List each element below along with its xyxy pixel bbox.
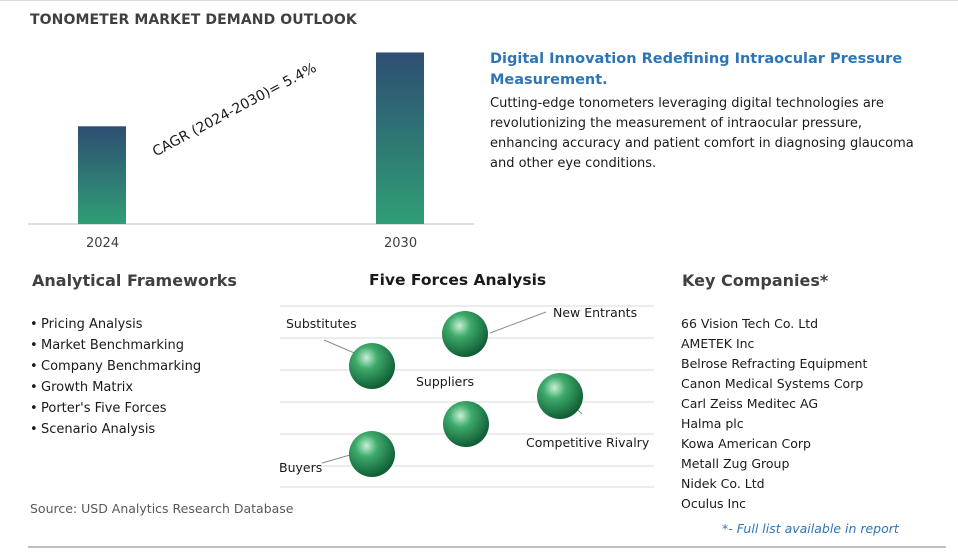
list-item: Nidek Co. Ltd xyxy=(681,476,765,491)
five-forces-diagram: Substitutes New Entrants Suppliers Compe… xyxy=(276,296,656,492)
headline: Digital Innovation Redefining Intraocula… xyxy=(490,51,903,88)
full-list-note: *- Full list available in report xyxy=(722,521,899,536)
key-companies-list: 66 Vision Tech Co. Ltd AMETEK Inc Belros… xyxy=(681,314,867,514)
bullet-icon: • xyxy=(30,422,38,437)
bullet-icon: • xyxy=(30,401,38,416)
key-companies-heading: Key Companies* xyxy=(682,271,829,290)
bullet-icon: • xyxy=(30,380,38,395)
x-tick-label-2030: 2030 xyxy=(384,236,418,251)
top-divider xyxy=(0,0,958,1)
market-chart: 2024 2030 xyxy=(28,30,474,260)
leader-line-new-entrants xyxy=(489,311,547,334)
sphere-suppliers xyxy=(443,401,489,447)
list-item: • Company Benchmarking xyxy=(30,356,201,377)
list-item: Canon Medical Systems Corp xyxy=(681,376,864,391)
list-item: Metall Zug Group xyxy=(681,456,790,471)
five-forces-svg xyxy=(280,305,654,488)
five-forces-heading: Five Forces Analysis xyxy=(369,271,547,289)
list-item: AMETEK Inc xyxy=(681,336,755,351)
bar-2024 xyxy=(78,126,126,224)
sphere-competitive-rivalry xyxy=(537,373,583,419)
description: Cutting-edge tonometers leveraging digit… xyxy=(490,96,914,171)
force-label-buyers: Buyers xyxy=(279,460,323,475)
bottom-divider xyxy=(28,546,946,548)
sphere-new-entrants xyxy=(442,311,488,357)
sphere-substitutes xyxy=(349,343,395,389)
page-title: TONOMETER MARKET DEMAND OUTLOOK xyxy=(30,12,357,28)
analytical-frameworks-list: • Pricing Analysis • Market Benchmarking •… xyxy=(30,314,201,440)
list-item: • Porter's Five Forces xyxy=(30,398,201,419)
bullet-icon: • xyxy=(30,338,38,353)
bar-2030 xyxy=(376,52,424,225)
x-tick-label-2024: 2024 xyxy=(86,236,120,251)
bullet-icon: • xyxy=(30,359,38,374)
analytical-frameworks-heading: Analytical Frameworks xyxy=(32,271,237,290)
source-note: Source: USD Analytics Research Database xyxy=(30,501,294,516)
list-item: Carl Zeiss Meditec AG xyxy=(681,396,819,411)
list-item: Kowa American Corp xyxy=(681,436,811,451)
list-item: • Growth Matrix xyxy=(30,377,201,398)
list-item: • Market Benchmarking xyxy=(30,335,201,356)
list-item: • Pricing Analysis xyxy=(30,314,201,335)
list-item: Belrose Refracting Equipment xyxy=(681,356,868,371)
list-item: • Scenario Analysis xyxy=(30,419,201,440)
sphere-buyers xyxy=(349,431,395,477)
force-label-suppliers: Suppliers xyxy=(416,374,475,389)
force-label-new-entrants: New Entrants xyxy=(553,305,638,320)
list-item: 66 Vision Tech Co. Ltd xyxy=(681,316,819,331)
list-item: Oculus Inc xyxy=(681,496,746,511)
bar-chart-svg xyxy=(28,52,474,225)
force-label-substitutes: Substitutes xyxy=(286,316,357,331)
bullet-icon: • xyxy=(30,317,38,332)
force-label-competitive-rivalry: Competitive Rivalry xyxy=(526,435,650,450)
list-item: Halma plc xyxy=(681,416,744,431)
